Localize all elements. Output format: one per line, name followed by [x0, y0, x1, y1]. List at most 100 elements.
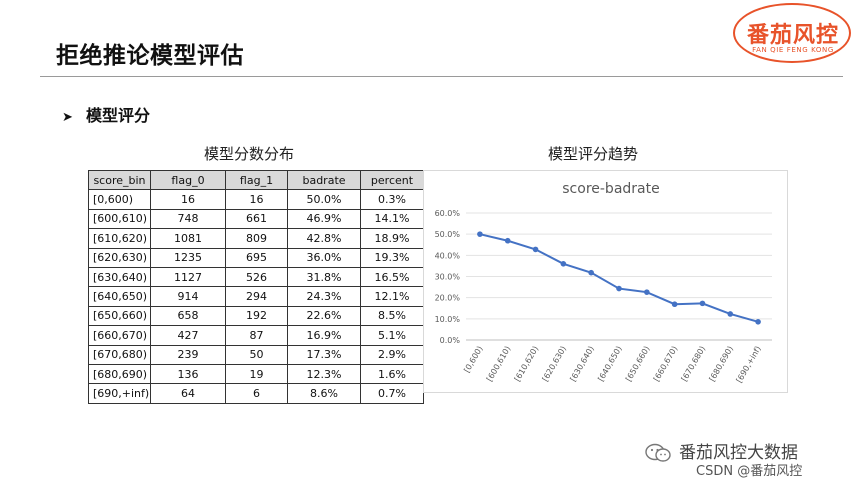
x-tick-label: [600,610) [485, 345, 512, 384]
table-cell: 192 [225, 305, 288, 327]
y-tick-label: 10.0% [435, 315, 461, 324]
table-cell: 914 [150, 286, 226, 307]
table-cell: 36.0% [287, 247, 361, 268]
table-cell: 1081 [150, 228, 226, 249]
table-cell: 136 [150, 363, 226, 385]
table-cell: 12.1% [360, 286, 424, 307]
table-cell: [680,690) [88, 363, 151, 385]
table-cell: [610,620) [88, 228, 151, 249]
wechat-name: 番茄风控大数据 [679, 443, 798, 463]
logo-main-text: 番茄风控 [746, 23, 839, 48]
x-tick-label: [0,600) [462, 345, 484, 375]
table-cell: 2.9% [360, 344, 424, 365]
data-point [644, 289, 650, 295]
table-cell: 1.6% [360, 363, 424, 385]
table-cell: 24.3% [287, 286, 361, 307]
wechat-icon [645, 443, 671, 462]
table-cell: 31.8% [287, 266, 361, 288]
table-cell: 12.3% [287, 363, 361, 385]
x-tick-label: [620,630) [541, 345, 568, 384]
table-cell: 18.9% [360, 228, 424, 249]
table-header-row: score_bin flag_0 flag_1 badrate percent [88, 169, 424, 191]
data-point [699, 300, 706, 307]
table-cell: [670,680) [88, 344, 151, 365]
table-cell: [600,610) [88, 208, 151, 230]
table-cell: 16 [225, 189, 288, 210]
table-cell: 695 [225, 247, 288, 268]
column-header: score_bin [88, 169, 151, 191]
data-point [504, 237, 511, 244]
column-header: flag_1 [225, 169, 288, 191]
data-point [588, 269, 594, 276]
table-cell: 5.1% [360, 325, 424, 346]
table-row: [630,640) 1127 526 31.8% 16.5% [88, 266, 424, 288]
badrate-line-chart: score-badrate 0.0% 10.0% 20.0% 30.0% 40.0% 50.… [435, 181, 772, 385]
table-cell: [0,600) [88, 189, 151, 210]
table-cell: 16.9% [287, 325, 361, 346]
badrate-chart: score-badrate 0.0% 10.0% 20.0% 30.0% 40.0% 50.… [423, 170, 788, 393]
column-header: flag_0 [150, 169, 226, 191]
table-cell: [690,+inf) [88, 383, 151, 404]
table-cell: 22.6% [287, 305, 361, 327]
x-tick-label: [660,670) [652, 345, 679, 384]
data-point [755, 318, 761, 325]
section-heading: ➤ 模型评分 [62, 102, 150, 126]
arrow-bullet-icon: ➤ [62, 110, 73, 125]
table-cell: 14.1% [360, 208, 424, 230]
table-cell: 6 [225, 383, 288, 404]
title-divider [40, 76, 843, 77]
y-tick-label: 30.0% [435, 273, 461, 282]
table-title: 模型分数分布 [204, 145, 295, 163]
table-cell: 8.6% [287, 383, 361, 404]
table-cell: 8.5% [360, 305, 424, 327]
y-tick-label: 40.0% [435, 251, 461, 260]
logo-ring [733, 3, 851, 63]
x-tick-label: [690,+inf) [735, 345, 763, 385]
y-tick-label: 0.0% [440, 336, 461, 345]
table-row: [600,610) 748 661 46.9% 14.1% [88, 208, 424, 230]
x-tick-label: [670,680) [680, 345, 707, 384]
table-row: [660,670) 427 87 16.9% 5.1% [88, 325, 424, 346]
data-point [727, 311, 734, 317]
table-cell: 427 [150, 325, 226, 346]
y-tick-label: 60.0% [435, 209, 461, 218]
table-row: [610,620) 1081 809 42.8% 18.9% [88, 228, 424, 249]
data-point [671, 301, 678, 308]
x-tick-label: [650,660) [624, 345, 651, 384]
table-cell: 1235 [150, 247, 226, 268]
table-row: [0,600) 16 16 50.0% 0.3% [88, 189, 424, 210]
column-header: percent [360, 169, 424, 191]
table-cell: 748 [150, 208, 226, 230]
table-cell: 16.5% [360, 266, 424, 288]
section-label: 模型评分 [86, 106, 151, 125]
data-point [477, 231, 483, 237]
chart-title-text: score-badrate [562, 181, 659, 197]
y-tick-label: 50.0% [435, 230, 461, 239]
table-cell: [660,670) [88, 325, 151, 346]
table-cell: 0.7% [360, 383, 424, 404]
table-cell: 17.3% [287, 344, 361, 365]
slide-title: 拒绝推论模型评估 [56, 43, 244, 69]
logo-sub-text: FAN QIE FENG KONG [752, 46, 834, 54]
x-tick-label: [640,650) [596, 345, 623, 384]
series-line [479, 233, 759, 323]
table-cell: 87 [225, 325, 288, 346]
brand-logo: 番茄风控 FAN QIE FENG KONG [733, 3, 855, 67]
data-point [560, 261, 567, 267]
csdn-watermark: CSDN @番茄风控 [696, 464, 803, 479]
x-tick-label: [680,690) [708, 345, 735, 384]
score-distribution-table: score_bin flag_0 flag_1 badrate percent … [88, 169, 424, 404]
x-tick-label: [610,620) [513, 345, 540, 384]
table-cell: 50 [225, 344, 288, 365]
table-row: [650,660) 658 192 22.6% 8.5% [88, 305, 424, 327]
column-header: badrate [287, 169, 361, 191]
table-row: [670,680) 239 50 17.3% 2.9% [88, 344, 424, 365]
table-cell: 19.3% [360, 247, 424, 268]
data-point [532, 246, 539, 253]
table-cell: 19 [225, 363, 288, 385]
table-cell: 294 [225, 286, 288, 307]
wechat-watermark: 番茄风控大数据 [645, 438, 798, 463]
table-row: [680,690) 136 19 12.3% 1.6% [88, 363, 424, 385]
x-tick-label: [630,640) [568, 345, 595, 384]
table-cell: [650,660) [88, 305, 151, 327]
